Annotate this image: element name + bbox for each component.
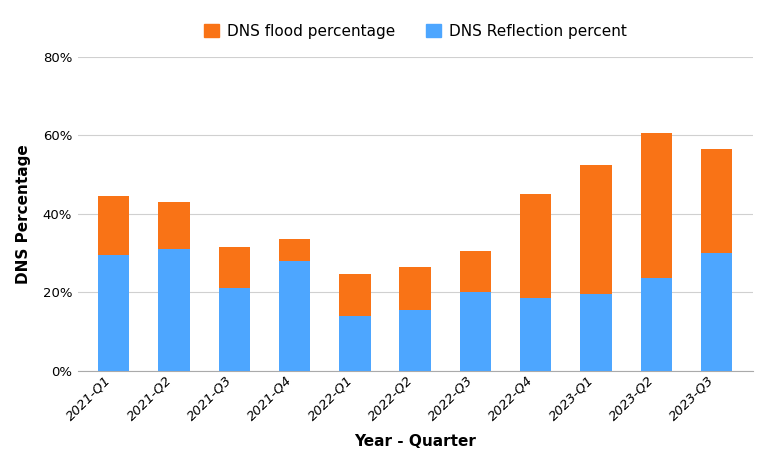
Bar — [279, 239, 310, 261]
Legend: DNS flood percentage, DNS Reflection percent: DNS flood percentage, DNS Reflection per… — [198, 18, 632, 45]
Bar — [400, 266, 431, 310]
Bar — [339, 275, 371, 316]
Bar — [580, 165, 611, 294]
Bar — [219, 288, 250, 370]
Bar — [580, 294, 611, 370]
Bar — [459, 251, 491, 292]
Bar — [641, 278, 672, 370]
Bar — [701, 149, 733, 253]
Bar — [520, 298, 552, 370]
Bar — [219, 247, 250, 288]
Bar — [400, 310, 431, 370]
X-axis label: Year - Quarter: Year - Quarter — [354, 434, 476, 449]
Bar — [279, 261, 310, 370]
Bar — [701, 253, 733, 370]
Bar — [339, 316, 371, 370]
Bar — [158, 249, 189, 370]
Bar — [641, 133, 672, 278]
Bar — [98, 255, 130, 370]
Bar — [459, 292, 491, 370]
Bar — [98, 196, 130, 255]
Bar — [158, 202, 189, 249]
Bar — [520, 194, 552, 298]
Y-axis label: DNS Percentage: DNS Percentage — [16, 144, 32, 284]
